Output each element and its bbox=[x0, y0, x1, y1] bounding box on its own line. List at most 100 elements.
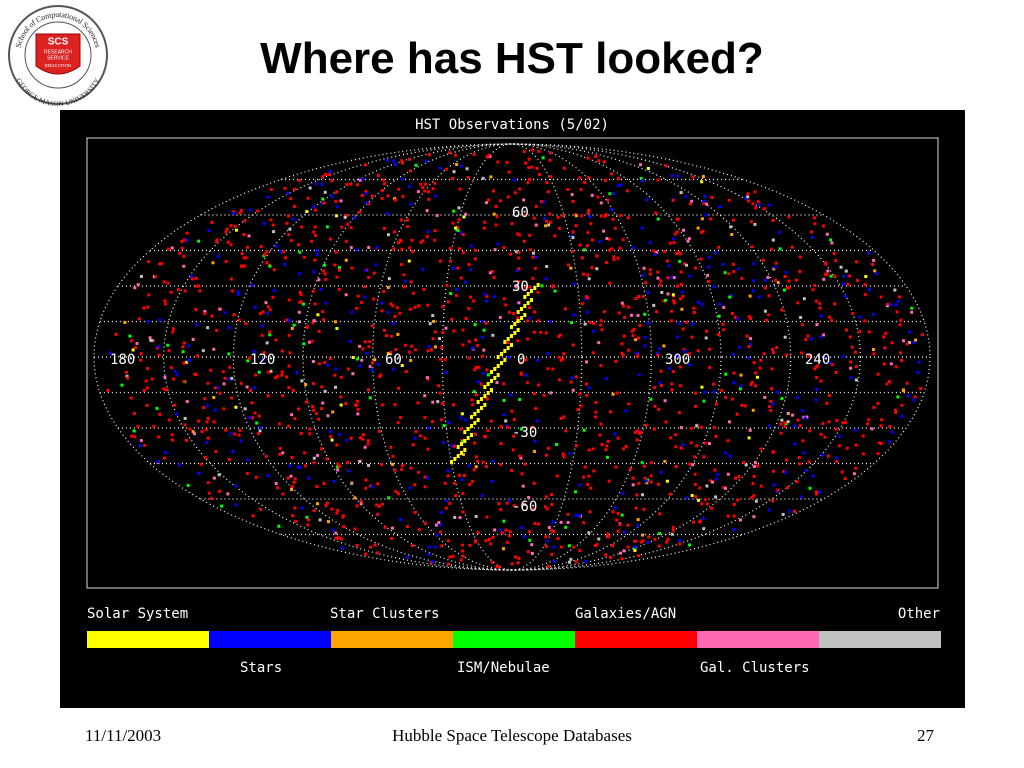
observation-dot bbox=[597, 240, 601, 244]
observation-dot bbox=[769, 409, 773, 413]
observation-dot bbox=[411, 250, 415, 254]
observation-dot bbox=[811, 235, 815, 239]
observation-dot bbox=[184, 438, 188, 442]
observation-dot bbox=[269, 187, 273, 191]
observation-dot bbox=[732, 371, 736, 375]
observation-dot bbox=[712, 382, 716, 386]
observation-dot bbox=[637, 373, 641, 377]
observation-dot bbox=[361, 347, 365, 351]
observation-dot bbox=[334, 385, 338, 389]
observation-dot bbox=[705, 329, 709, 333]
ecliptic-dot bbox=[486, 382, 490, 386]
observation-dot bbox=[568, 451, 572, 455]
observation-dot bbox=[480, 354, 484, 358]
observation-dot bbox=[210, 314, 214, 318]
observation-dot bbox=[358, 178, 362, 182]
observation-dot bbox=[559, 416, 563, 420]
observation-dot bbox=[835, 456, 839, 460]
observation-dot bbox=[894, 410, 898, 414]
observation-dot bbox=[279, 249, 283, 253]
observation-dot bbox=[276, 486, 280, 490]
observation-dot bbox=[666, 537, 670, 541]
observation-dot bbox=[902, 389, 906, 393]
observation-dot bbox=[595, 254, 599, 258]
observation-dot bbox=[513, 191, 517, 195]
observation-dot bbox=[459, 427, 463, 431]
observation-dot bbox=[594, 154, 598, 158]
observation-dot bbox=[337, 464, 341, 468]
observation-dot bbox=[520, 472, 524, 476]
observation-dot bbox=[843, 477, 847, 481]
observation-dot bbox=[455, 294, 459, 298]
observation-dot bbox=[185, 400, 189, 404]
observation-dot bbox=[659, 369, 663, 373]
observation-dot bbox=[775, 390, 779, 394]
observation-dot bbox=[393, 468, 397, 472]
observation-dot bbox=[606, 535, 610, 539]
observation-dot bbox=[700, 502, 704, 506]
observation-dot bbox=[513, 555, 517, 559]
observation-dot bbox=[396, 332, 400, 336]
observation-dot bbox=[679, 426, 683, 430]
observation-dot bbox=[505, 160, 509, 164]
observation-dot bbox=[290, 455, 294, 459]
observation-dot bbox=[268, 333, 272, 337]
observation-dot bbox=[668, 492, 672, 496]
observation-dot bbox=[396, 492, 400, 496]
observation-dot bbox=[374, 263, 378, 267]
observation-dot bbox=[556, 537, 560, 541]
observation-dot bbox=[377, 429, 381, 433]
observation-dot bbox=[700, 385, 704, 389]
observation-dot bbox=[546, 446, 550, 450]
observation-dot bbox=[500, 531, 504, 535]
observation-dot bbox=[442, 440, 446, 444]
longitude-label: 0 bbox=[517, 352, 525, 368]
observation-dot bbox=[806, 334, 810, 338]
observation-dot bbox=[425, 376, 429, 380]
observation-dot bbox=[512, 417, 516, 421]
observation-dot bbox=[672, 301, 676, 305]
observation-dot bbox=[482, 348, 486, 352]
observation-dot bbox=[888, 424, 892, 428]
observation-dot bbox=[808, 429, 812, 433]
observation-dot bbox=[813, 367, 817, 371]
observation-dot bbox=[180, 246, 184, 250]
observation-dot bbox=[175, 373, 179, 377]
observation-dot bbox=[696, 498, 700, 502]
observation-dot bbox=[483, 220, 487, 224]
observation-dot bbox=[627, 305, 631, 309]
observation-dot bbox=[363, 268, 367, 272]
observation-dot bbox=[778, 247, 782, 251]
observation-dot bbox=[522, 150, 526, 154]
observation-dot bbox=[308, 186, 312, 190]
observation-dot bbox=[830, 241, 834, 245]
footer-date: 11/11/2003 bbox=[85, 726, 162, 745]
observation-dot bbox=[749, 317, 753, 321]
observation-dot bbox=[524, 358, 528, 362]
observation-dot bbox=[605, 455, 609, 459]
observation-dot bbox=[578, 243, 582, 247]
observation-dot bbox=[627, 348, 631, 352]
observation-dot bbox=[544, 453, 548, 457]
observation-dot bbox=[782, 288, 786, 292]
observation-dot bbox=[470, 398, 474, 402]
observation-dot bbox=[887, 440, 891, 444]
observation-dot bbox=[311, 405, 315, 409]
observation-dot bbox=[525, 381, 529, 385]
observation-dot bbox=[367, 246, 371, 250]
observation-dot bbox=[322, 201, 326, 205]
observation-dot bbox=[887, 379, 891, 383]
observation-dot bbox=[437, 520, 441, 524]
observation-dot bbox=[407, 350, 411, 354]
logo-line: RESEARCH bbox=[44, 49, 72, 55]
observation-dot bbox=[200, 430, 204, 434]
observation-dot bbox=[550, 493, 554, 497]
observation-dot bbox=[505, 501, 509, 505]
observation-dot bbox=[308, 432, 312, 436]
observation-dot bbox=[487, 538, 491, 542]
observation-dot bbox=[246, 471, 250, 475]
ecliptic-dot bbox=[526, 292, 530, 296]
observation-dot bbox=[852, 472, 856, 476]
observation-dot bbox=[535, 166, 539, 170]
observation-dot bbox=[680, 307, 684, 311]
